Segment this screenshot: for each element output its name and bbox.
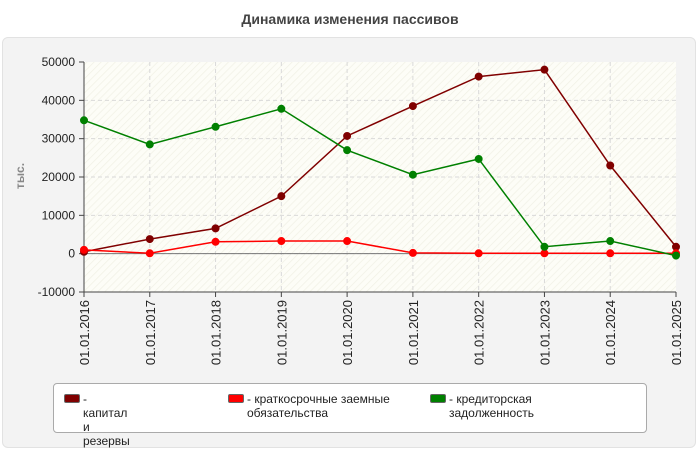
y-tick-label: 30000	[42, 132, 76, 146]
series-0-point	[343, 131, 352, 140]
series-2-point	[211, 122, 220, 131]
y-tick-label: 40000	[42, 93, 76, 107]
legend: - капитал и резервы - краткосрочные заем…	[53, 383, 647, 448]
legend-label-capital: - капитал и резервы	[83, 392, 130, 448]
x-tick-label: 01.01.2022	[472, 300, 487, 365]
x-tick-label: 01.01.2023	[537, 300, 552, 365]
series-2-point	[80, 116, 88, 125]
series-1-point	[408, 248, 417, 257]
x-tick-label: 01.01.2025	[669, 300, 684, 365]
x-tick-label: 01.01.2016	[77, 300, 92, 365]
series-2-point	[540, 242, 549, 251]
x-tick-label: 01.01.2018	[209, 300, 224, 365]
x-tick-label: 01.01.2024	[603, 300, 618, 365]
x-tick-label: 01.01.2017	[143, 300, 158, 365]
y-tick-label: 0	[68, 247, 75, 261]
series-line-2	[83, 107, 677, 257]
series-2-point	[343, 146, 352, 155]
series-1-point	[343, 237, 352, 246]
y-tick-labels: 50000 40000 30000 20000 10000 0 -10000	[38, 55, 76, 299]
series-0-point	[145, 235, 154, 244]
series-2-point	[672, 251, 680, 260]
legend-swatch-capital	[64, 394, 80, 403]
legend-swatch-payables	[430, 394, 446, 403]
series-2-point	[606, 237, 615, 246]
series-points	[80, 65, 680, 260]
series-2-point	[474, 154, 483, 163]
series-0-point	[277, 192, 286, 201]
series-2-point	[277, 104, 286, 113]
y-tick-label: 50000	[42, 55, 76, 69]
y-tick-label: 10000	[42, 208, 76, 222]
series-0-point	[474, 72, 483, 81]
legend-label-short-term-loans: - краткосрочные заемные обязательства	[247, 392, 390, 420]
series-0-point	[408, 102, 417, 111]
x-tick-labels: 01.01.2016 01.01.2017 01.01.2018 01.01.2019…	[77, 300, 684, 365]
y-tick-label: 20000	[42, 170, 76, 184]
series-0-point	[540, 65, 549, 74]
series-1-point	[606, 249, 615, 258]
series-1-point	[80, 245, 88, 254]
series-1-point	[277, 237, 286, 246]
legend-swatch-short-term-loans	[228, 394, 244, 403]
chart-title: Динамика изменения пассивов	[241, 11, 459, 27]
series-lines	[83, 68, 677, 257]
series-0-point	[211, 224, 220, 233]
y-tick-label: -10000	[38, 285, 76, 299]
series-1-point	[211, 237, 220, 246]
y-axis-label: тыс.	[13, 163, 27, 189]
series-line-1	[83, 240, 676, 255]
series-2-point	[145, 140, 154, 149]
series-1-point	[540, 249, 549, 258]
series-0-point	[672, 242, 680, 251]
series-2-point	[408, 170, 417, 179]
series-1-point	[474, 249, 483, 258]
series-0-point	[606, 161, 615, 170]
series-line-0	[83, 68, 677, 253]
x-tick-label: 01.01.2020	[340, 300, 355, 365]
x-tick-label: 01.01.2019	[274, 300, 289, 365]
x-tick-label: 01.01.2021	[406, 300, 421, 365]
legend-label-payables: - кредиторская задолженность	[449, 392, 534, 420]
series-1-point	[145, 249, 154, 258]
